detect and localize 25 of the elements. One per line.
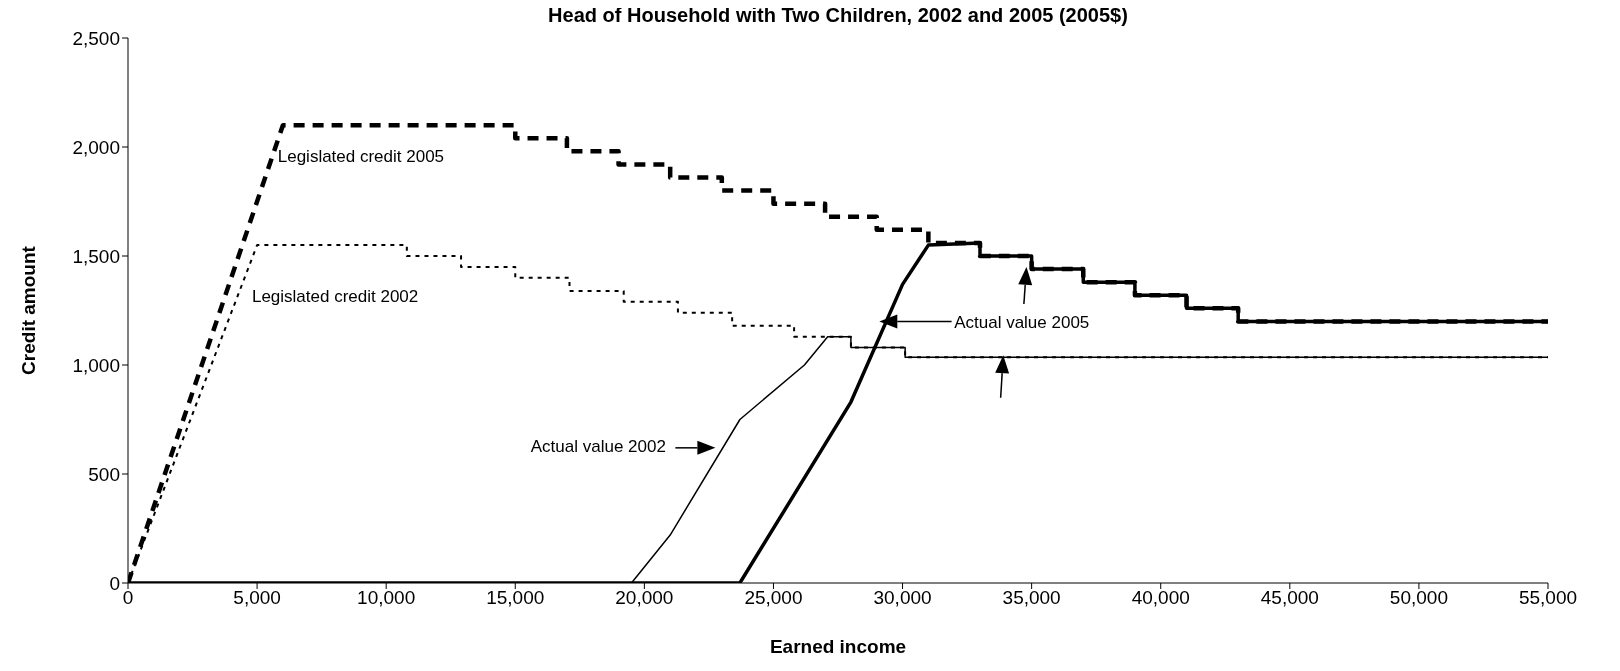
y-tick-label: 0 — [109, 572, 120, 594]
y-tick-label: 2,500 — [72, 27, 120, 49]
text: Actual value 2002 — [530, 437, 666, 457]
x-tick-label: 55,000 — [1518, 587, 1578, 609]
x-tick-label: 20,000 — [615, 587, 674, 609]
legend-label: Actual value 2005 — [954, 313, 1090, 333]
x-tick-label: 30,000 — [873, 587, 932, 609]
x-tick-label: 50,000 — [1389, 587, 1448, 609]
x-axis-title: Earned income — [769, 636, 907, 657]
y-tick-label: 1,000 — [72, 354, 120, 376]
y-tick-label: 1,500 — [72, 245, 120, 267]
chart-title: Head of Household with Two Children, 2002 and 2005 (2005$) — [548, 4, 1128, 26]
x-tick-label: 5,000 — [233, 587, 281, 609]
y-tick-label: 2,000 — [72, 136, 120, 158]
x-tick-label: 0 — [122, 587, 134, 609]
y-axis-title: Credit amount — [17, 245, 39, 375]
x-tick-label: 35,000 — [1002, 587, 1061, 609]
x-tick-label: 15,000 — [486, 587, 545, 609]
x-tick-label: 25,000 — [744, 587, 803, 609]
x-tick-label: 10,000 — [357, 587, 416, 609]
x-tick-label: 45,000 — [1260, 587, 1319, 609]
series-label: Legislated credit 2005 — [277, 147, 445, 167]
series-label: Legislated credit 2002 — [251, 286, 419, 306]
y-tick-label: 500 — [88, 463, 120, 485]
x-tick-label: 40,000 — [1131, 587, 1190, 609]
